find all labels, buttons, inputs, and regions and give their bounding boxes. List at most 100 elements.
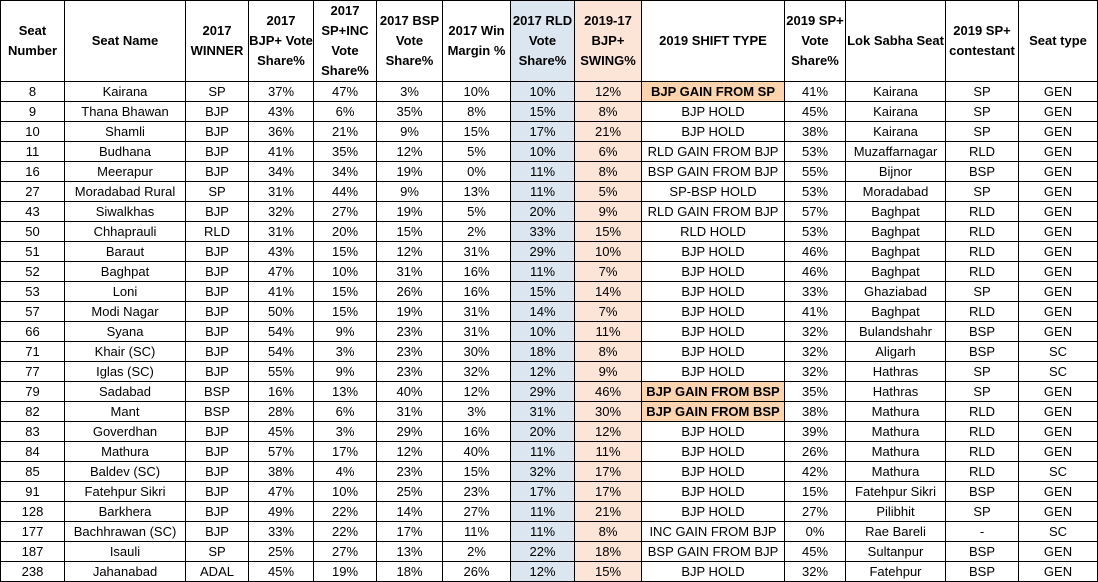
cell-winner-2017: BJP <box>185 161 249 182</box>
cell-sp-vote-share-2019: 32% <box>784 341 846 362</box>
cell-win-margin: 27% <box>442 501 511 522</box>
cell-seat-name: Baldev (SC) <box>64 461 186 482</box>
cell-sp-inc-vote-share: 3% <box>313 341 377 362</box>
cell-seat-number: 52 <box>0 261 65 282</box>
cell-rld-vote-share: 20% <box>510 201 575 222</box>
cell-winner-2017: SP <box>185 181 249 202</box>
table-row: 82 Mant BSP 28% 6% 31% 3% 31% 30% BJP GAIN FROM B… <box>0 401 1098 422</box>
cell-winner-2017: BJP <box>185 361 249 382</box>
table-row: 66 Syana BJP 54% 9% 23% 31% 10% 11% BJP HOLD 32% Bu… <box>0 321 1098 342</box>
cell-lok-sabha-seat: Rae Bareli <box>845 521 946 542</box>
cell-bjp-swing: 15% <box>574 561 642 582</box>
cell-shift-type: BJP HOLD <box>641 321 785 342</box>
cell-bjp-vote-share: 54% <box>248 341 314 362</box>
cell-winner-2017: BSP <box>185 381 249 402</box>
cell-bjp-swing: 5% <box>574 181 642 202</box>
cell-bjp-vote-share: 41% <box>248 281 314 302</box>
cell-bjp-swing: 21% <box>574 501 642 522</box>
cell-seat-number: 82 <box>0 401 65 422</box>
cell-bjp-vote-share: 43% <box>248 101 314 122</box>
cell-winner-2017: BJP <box>185 481 249 502</box>
cell-bjp-vote-share: 54% <box>248 321 314 342</box>
cell-sp-vote-share-2019: 32% <box>784 361 846 382</box>
cell-winner-2017: BJP <box>185 281 249 302</box>
cell-lok-sabha-seat: Sultanpur <box>845 541 946 562</box>
cell-win-margin: 2% <box>442 221 511 242</box>
cell-bjp-vote-share: 31% <box>248 181 314 202</box>
cell-rld-vote-share: 11% <box>510 501 575 522</box>
cell-seat-name: Barkhera <box>64 501 186 522</box>
cell-bjp-vote-share: 36% <box>248 121 314 142</box>
cell-shift-type: RLD GAIN FROM BJP <box>641 141 785 162</box>
cell-seat-name: Loni <box>64 281 186 302</box>
cell-seat-type: GEN <box>1018 561 1098 582</box>
cell-sp-contestant: RLD <box>945 261 1019 282</box>
cell-bjp-swing: 6% <box>574 141 642 162</box>
cell-seat-number: 91 <box>0 481 65 502</box>
header-seat-type: Seat type <box>1018 0 1098 82</box>
table-row: 50 Chhaprauli RLD 31% 20% 15% 2% 33% 15% RLD HOLD… <box>0 221 1098 242</box>
cell-seat-type: GEN <box>1018 321 1098 342</box>
table-row: 57 Modi Nagar BJP 50% 15% 19% 31% 14% 7% BJP HOLD… <box>0 301 1098 322</box>
cell-bjp-swing: 11% <box>574 441 642 462</box>
cell-bsp-vote-share: 35% <box>376 101 443 122</box>
cell-bsp-vote-share: 31% <box>376 401 443 422</box>
cell-shift-type: BJP HOLD <box>641 341 785 362</box>
cell-sp-vote-share-2019: 53% <box>784 181 846 202</box>
header-seat-name: Seat Name <box>64 0 186 82</box>
cell-sp-inc-vote-share: 17% <box>313 441 377 462</box>
cell-sp-contestant: RLD <box>945 401 1019 422</box>
table-row: 8 Kairana SP 37% 47% 3% 10% 10% 12% BJP GAIN FROM… <box>0 81 1098 102</box>
cell-win-margin: 32% <box>442 361 511 382</box>
cell-shift-type: BJP HOLD <box>641 121 785 142</box>
cell-lok-sabha-seat: Baghpat <box>845 261 946 282</box>
cell-sp-vote-share-2019: 38% <box>784 121 846 142</box>
cell-sp-vote-share-2019: 32% <box>784 321 846 342</box>
cell-shift-type: BJP HOLD <box>641 281 785 302</box>
cell-sp-inc-vote-share: 27% <box>313 201 377 222</box>
cell-winner-2017: BJP <box>185 521 249 542</box>
cell-winner-2017: BJP <box>185 441 249 462</box>
cell-lok-sabha-seat: Bijnor <box>845 161 946 182</box>
cell-lok-sabha-seat: Kairana <box>845 121 946 142</box>
cell-seat-name: Mathura <box>64 441 186 462</box>
cell-seat-number: 128 <box>0 501 65 522</box>
cell-sp-inc-vote-share: 4% <box>313 461 377 482</box>
cell-sp-inc-vote-share: 22% <box>313 501 377 522</box>
cell-shift-type: BJP HOLD <box>641 461 785 482</box>
cell-win-margin: 3% <box>442 401 511 422</box>
cell-lok-sabha-seat: Bulandshahr <box>845 321 946 342</box>
cell-sp-contestant: SP <box>945 101 1019 122</box>
cell-sp-vote-share-2019: 33% <box>784 281 846 302</box>
cell-seat-type: GEN <box>1018 401 1098 422</box>
cell-rld-vote-share: 14% <box>510 301 575 322</box>
cell-sp-inc-vote-share: 19% <box>313 561 377 582</box>
cell-seat-type: GEN <box>1018 501 1098 522</box>
cell-sp-contestant: BSP <box>945 481 1019 502</box>
cell-winner-2017: BJP <box>185 101 249 122</box>
cell-bsp-vote-share: 23% <box>376 341 443 362</box>
cell-win-margin: 5% <box>442 141 511 162</box>
header-lok-sabha-seat: Lok Sabha Seat <box>845 0 946 82</box>
cell-winner-2017: BJP <box>185 121 249 142</box>
cell-winner-2017: BJP <box>185 141 249 162</box>
cell-win-margin: 40% <box>442 441 511 462</box>
cell-lok-sabha-seat: Hathras <box>845 361 946 382</box>
cell-lok-sabha-seat: Mathura <box>845 401 946 422</box>
cell-seat-name: Goverdhan <box>64 421 186 442</box>
cell-sp-vote-share-2019: 41% <box>784 81 846 102</box>
cell-shift-type: BJP HOLD <box>641 101 785 122</box>
cell-shift-type: BJP GAIN FROM BSP <box>641 381 785 402</box>
cell-sp-inc-vote-share: 35% <box>313 141 377 162</box>
cell-sp-contestant: SP <box>945 81 1019 102</box>
cell-bsp-vote-share: 19% <box>376 201 443 222</box>
cell-rld-vote-share: 17% <box>510 481 575 502</box>
cell-winner-2017: SP <box>185 541 249 562</box>
cell-winner-2017: RLD <box>185 221 249 242</box>
cell-bsp-vote-share: 3% <box>376 81 443 102</box>
table-row: 43 Siwalkhas BJP 32% 27% 19% 5% 20% 9% RLD GAIN F… <box>0 201 1098 222</box>
cell-sp-inc-vote-share: 6% <box>313 101 377 122</box>
cell-sp-vote-share-2019: 55% <box>784 161 846 182</box>
cell-rld-vote-share: 29% <box>510 381 575 402</box>
cell-lok-sabha-seat: Moradabad <box>845 181 946 202</box>
